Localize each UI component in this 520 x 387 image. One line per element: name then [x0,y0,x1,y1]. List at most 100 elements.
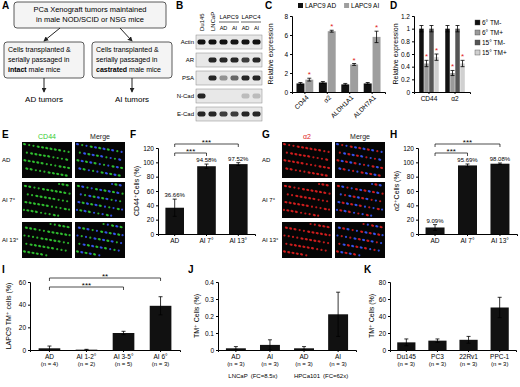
tick: 0.4 [401,63,414,70]
stain-spot [109,190,111,192]
tick-mark [28,282,30,283]
stain-spot [66,159,68,161]
stain-spot [45,197,47,199]
row-label: AD [262,157,271,163]
text-segment: castrated [96,66,127,73]
stain-spot [38,203,40,205]
category-note: (n = 3) [152,361,170,367]
stain-spot [311,247,313,249]
panel-label: J [188,264,194,275]
stain-spot [82,202,84,204]
stain-spot [83,243,85,245]
stain-spot [105,232,107,234]
tick-label: 120 [403,145,414,152]
box-text: Cells transplanted & [96,46,159,54]
stain-spot [76,250,78,252]
stain-spot [374,233,376,235]
stain-spot [315,149,317,151]
stain-spot [349,237,351,239]
stain-spot [30,168,32,170]
tick: 40 [147,202,158,209]
tick-mark [412,67,414,68]
y-axis-title: α2⁺Cells (%) [393,171,401,211]
stain-spot [41,146,43,148]
category-note: (n = 5) [115,361,133,367]
stain-spot [299,154,301,156]
stain-spot [370,232,372,234]
tick-label: AI 13° [229,237,247,244]
stain-spot [68,208,70,210]
tick-label: 20 [19,324,27,331]
stain-spot [356,188,358,190]
stain-spot [359,238,361,240]
tick: 60 [147,188,158,195]
tick-label: AD [170,237,179,244]
tick: 0.8 [401,38,414,45]
stain-spot [57,173,59,175]
stain-spot [309,223,311,225]
stain-spot [377,166,379,168]
tick: 120 [403,145,418,152]
tick-mark [290,35,292,36]
stain-spot [67,151,69,153]
stain-spot [121,167,123,169]
stain-spot [325,208,327,210]
stain-spot [318,224,320,226]
band [253,40,261,45]
tick-label: 20 [379,330,387,337]
stain-spot [30,210,32,212]
stain-spot [316,248,318,250]
stain-spot [303,171,305,173]
legend-label: 15° TM+ [482,49,507,56]
stain-spot [318,240,320,242]
stain-spot [309,172,311,174]
stain-spot [27,210,29,212]
plot-area [296,30,380,92]
stain-spot [302,146,304,148]
stain-spot [49,148,51,150]
tick-mark [290,92,292,93]
panel-label: H [390,129,397,140]
tick-label: 0 [382,347,386,354]
stain-spot [377,233,379,235]
stain-spot [100,189,102,191]
stain-spot [362,213,364,215]
stain-spot [349,195,351,197]
stain-spot [349,252,351,254]
stain-spot [310,148,312,150]
y-axis: 0204060 [19,279,31,354]
annotations: ****Relative expression [267,22,378,84]
stain-spot [92,195,94,197]
stain-spot [88,195,90,197]
stain-spot [328,234,330,236]
significance: *** [186,147,195,156]
stain-spot [59,191,61,193]
stain-spot [291,153,293,155]
stain-spot [66,175,68,177]
stain-spot [48,197,50,199]
stain-spot [63,225,65,227]
stain-spot [92,170,94,172]
stain-spot [295,244,297,246]
stain-spot [24,251,26,253]
stain-spot [107,148,109,150]
arrow [132,78,133,92]
tick: ALDH7A1 [352,92,378,119]
stain-spot [377,208,379,210]
stain-spot [289,186,291,188]
stain-spot [81,251,83,253]
data-label: 98.08% [490,156,511,162]
stain-spot [302,246,304,248]
stain-spot [58,165,60,167]
stain-spot [25,201,27,203]
stain-spot [85,161,87,163]
significance: * [330,22,333,31]
stain-spot [287,251,289,253]
stain-spot [352,245,354,247]
condition-label: AI [232,25,238,31]
stain-spot [81,235,83,237]
stain-spot [310,189,312,191]
stain-spot [78,226,80,228]
data-label: 94.58% [196,157,217,163]
error-bar [435,339,439,342]
